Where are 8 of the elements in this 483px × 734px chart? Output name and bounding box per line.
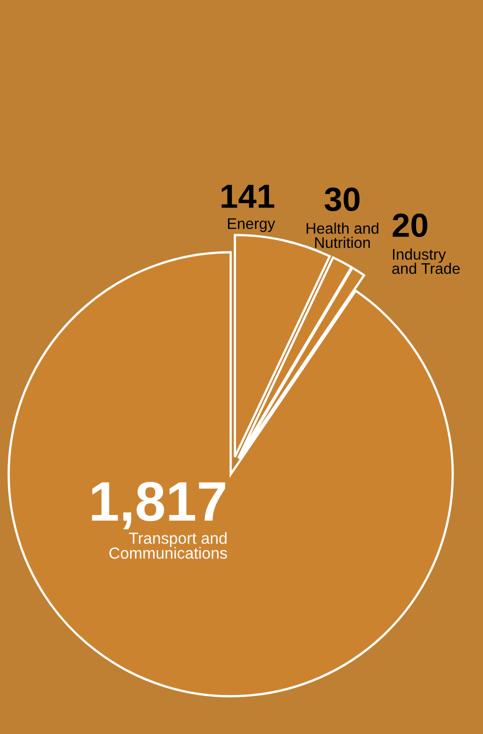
slice-label: Industry and Trade	[392, 248, 460, 274]
data-label: 30	[324, 188, 360, 212]
slice-label: Energy	[228, 218, 276, 232]
slice-label: Transport and Communications	[109, 532, 227, 559]
data-label: 141	[222, 184, 274, 208]
slice-label: Health and Nutrition	[306, 222, 378, 248]
data-label: 20	[392, 213, 428, 238]
data-label: 1,817	[92, 482, 226, 530]
